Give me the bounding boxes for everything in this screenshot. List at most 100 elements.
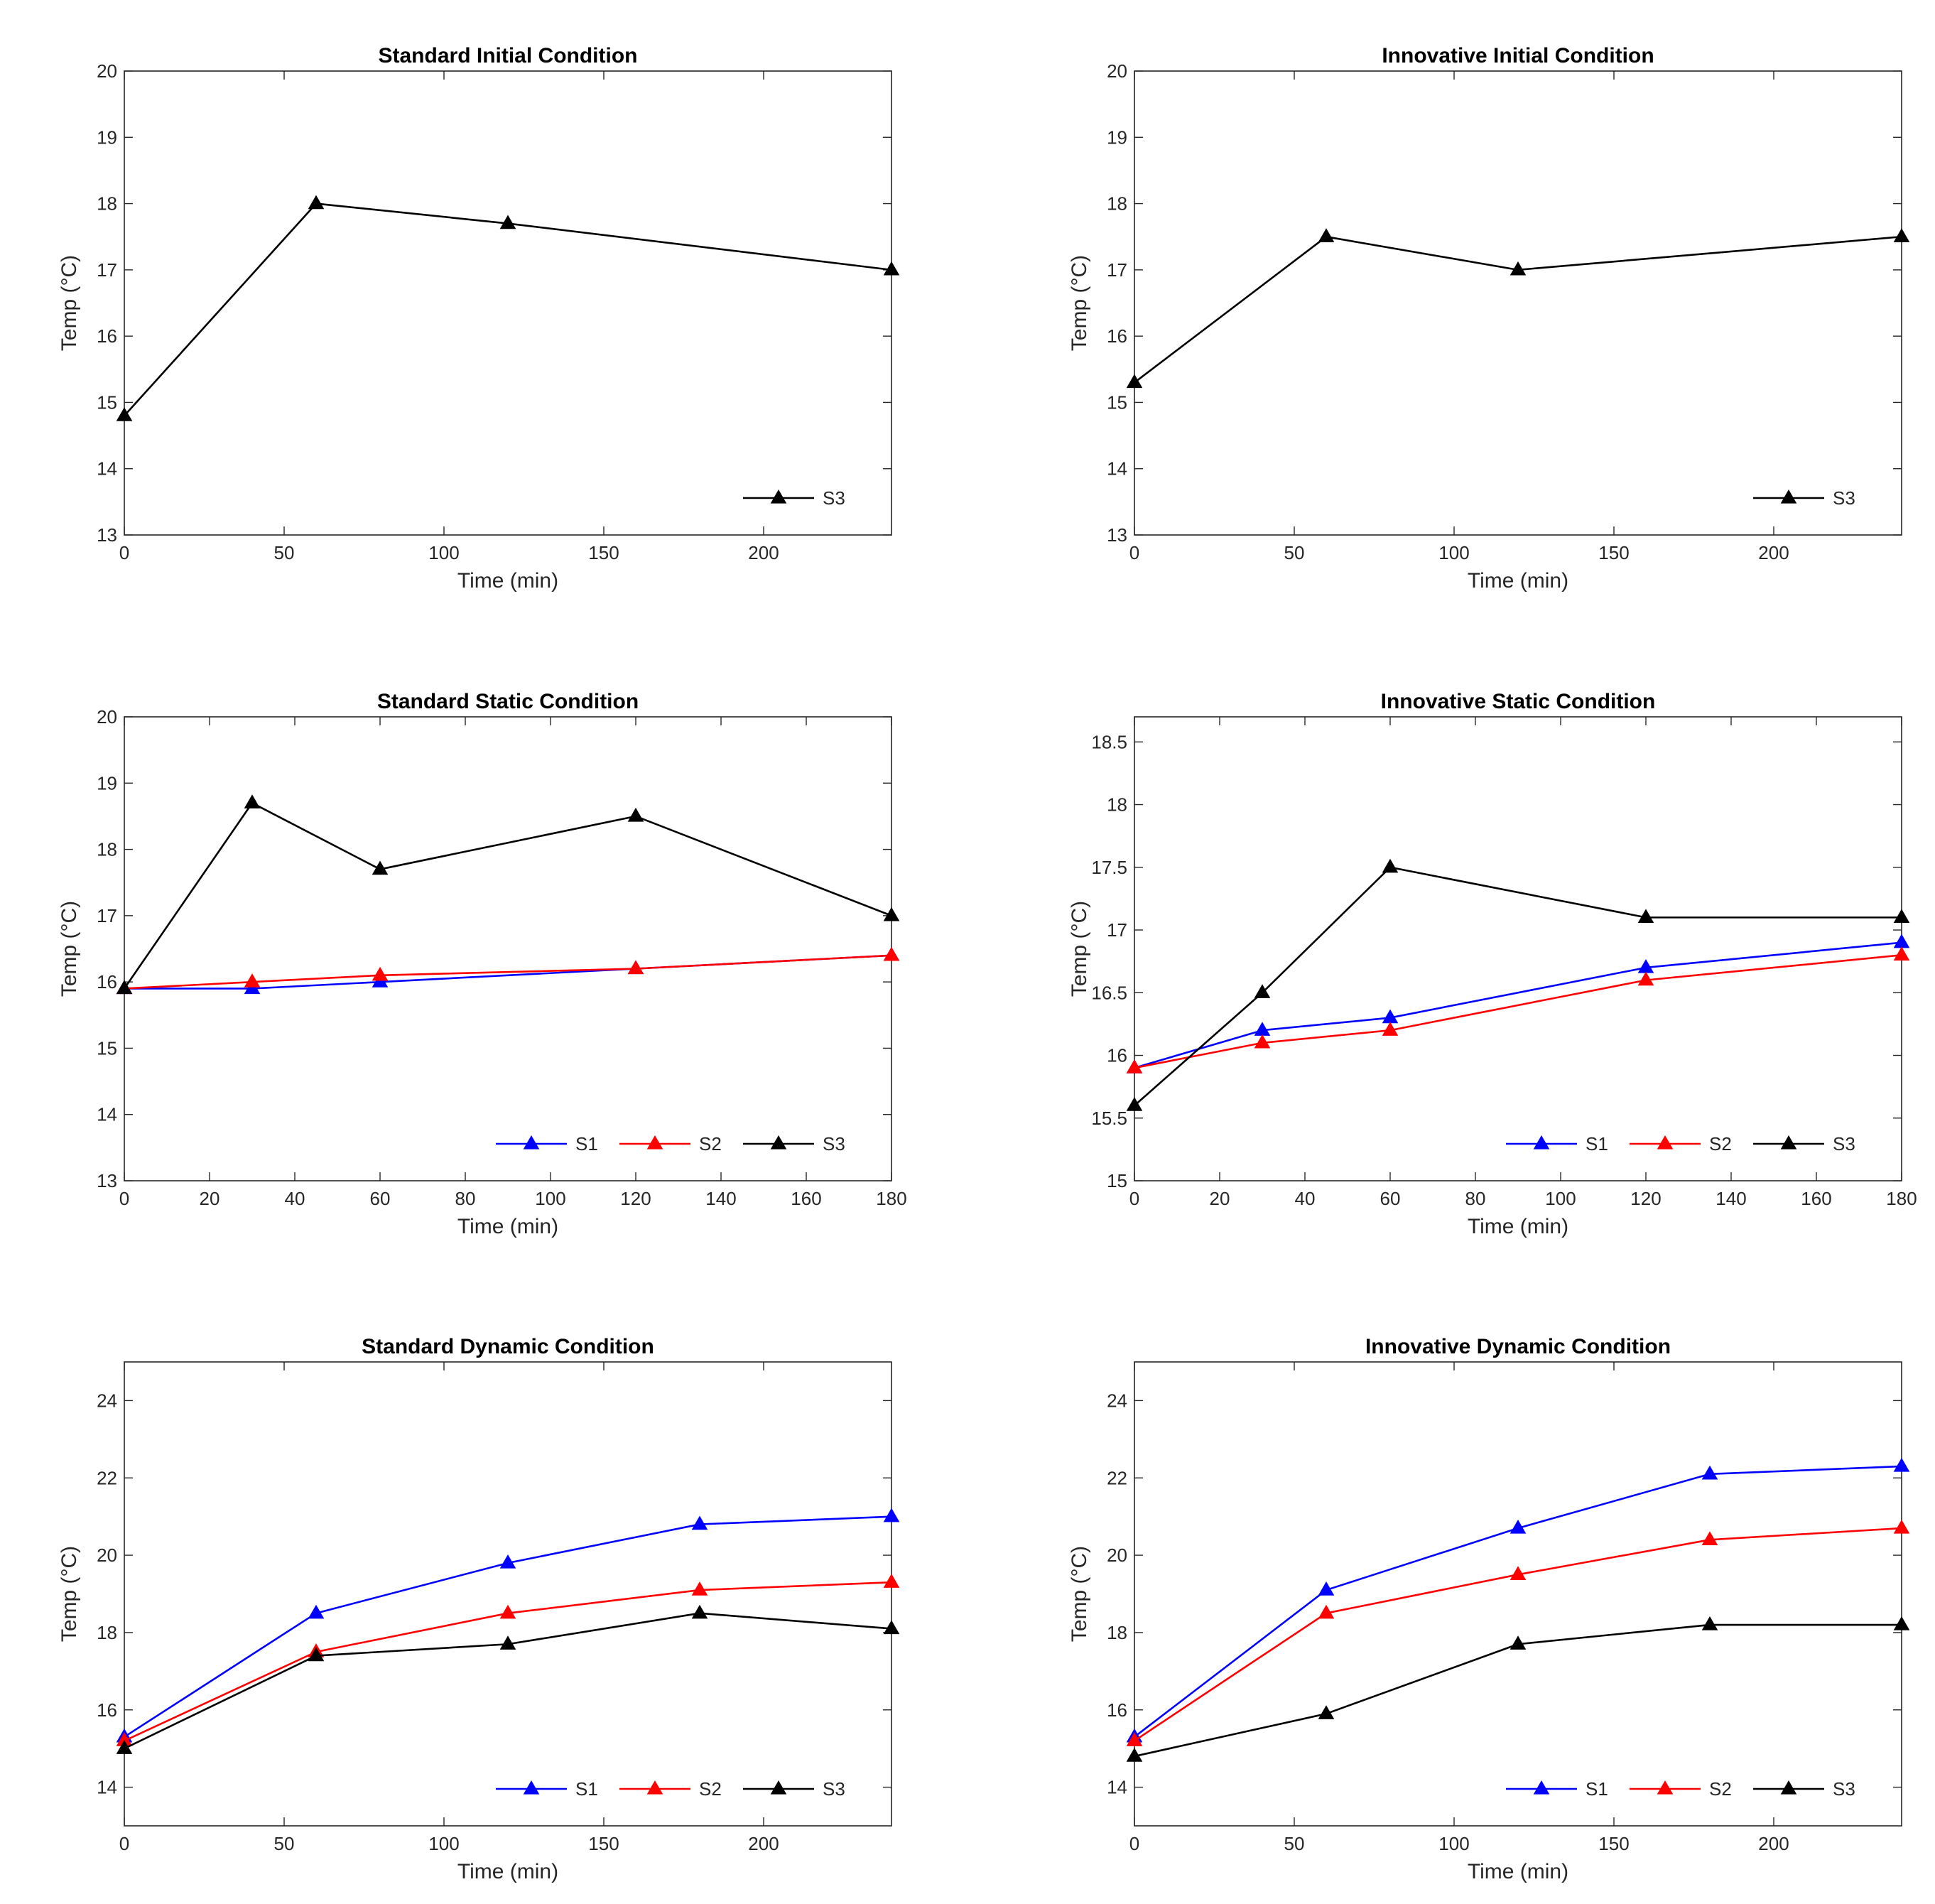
x-tick-label: 200: [1758, 542, 1789, 563]
plot-area: [1134, 1361, 1902, 1827]
x-tick-label: 100: [428, 542, 459, 563]
legend: S3: [743, 487, 845, 509]
legend-entry-s1: S1: [575, 1133, 598, 1154]
data-point-s3: [883, 261, 900, 276]
data-point-s3: [308, 1647, 325, 1662]
data-point-s3: [1126, 1748, 1143, 1762]
y-tick-label: 20: [97, 60, 117, 82]
data-point-s3: [1254, 984, 1271, 998]
data-point-s2: [1382, 1022, 1399, 1036]
legend-marker-s3: [1780, 1135, 1797, 1150]
legend-marker-s1: [523, 1135, 540, 1150]
data-point-s2: [1893, 946, 1910, 961]
data-point-s3: [1509, 261, 1527, 276]
x-tick-label: 140: [705, 1188, 736, 1209]
x-tick-label: 40: [1295, 1188, 1316, 1209]
data-point-s1: [1701, 1465, 1718, 1480]
data-point-s1: [1318, 1581, 1335, 1596]
y-tick-label: 19: [97, 772, 117, 794]
y-axis-label: Temp (°C): [58, 1546, 81, 1642]
y-tick-label: 15.5: [1091, 1108, 1127, 1129]
y-tick-label: 17.5: [1091, 857, 1127, 878]
panel-title: Standard Dynamic Condition: [362, 1335, 654, 1358]
y-tick-label: 16.5: [1091, 982, 1127, 1003]
data-point-s3: [1509, 1635, 1527, 1650]
data-point-s1: [1509, 1519, 1527, 1534]
y-tick-label: 14: [97, 1777, 117, 1798]
data-point-s3: [372, 860, 389, 875]
legend-marker-s3: [770, 1135, 787, 1150]
legend-entry-s3: S3: [823, 487, 845, 509]
y-tick-label: 18: [1107, 1622, 1127, 1643]
y-tick-label: 16: [1107, 325, 1127, 347]
data-point-s1: [499, 1554, 516, 1569]
legend-marker-s3: [770, 489, 787, 504]
data-point-s3: [883, 907, 900, 921]
data-point-s3: [1126, 1097, 1143, 1111]
data-point-s3: [883, 1620, 900, 1635]
panel-title: Standard Initial Condition: [379, 44, 638, 67]
x-tick-label: 0: [1129, 1188, 1139, 1209]
data-point-s3: [1893, 1616, 1910, 1630]
data-point-s3: [1893, 228, 1910, 242]
y-tick-label: 14: [1107, 1777, 1127, 1798]
y-tick-label: 17: [97, 259, 117, 281]
x-tick-label: 140: [1716, 1188, 1746, 1209]
x-axis-label: Time (min): [1468, 569, 1568, 593]
x-tick-label: 80: [1465, 1188, 1486, 1209]
panel-title: Innovative Dynamic Condition: [1365, 1335, 1671, 1358]
data-point-s3: [308, 195, 325, 210]
data-point-s3: [1382, 858, 1399, 873]
data-point-s3: [116, 407, 133, 421]
y-tick-label: 15: [1107, 1170, 1127, 1191]
y-axis-label: Temp (°C): [1068, 1546, 1091, 1642]
legend-marker-s1: [1533, 1780, 1550, 1795]
x-axis-label: Time (min): [457, 569, 558, 593]
data-point-s2: [499, 1604, 516, 1619]
y-tick-label: 18: [1107, 794, 1127, 816]
y-tick-label: 17: [97, 905, 117, 926]
plot-area: [1134, 70, 1902, 536]
data-point-s2: [1318, 1604, 1335, 1619]
x-tick-label: 50: [274, 1833, 295, 1854]
legend: S1 S2 S3: [496, 1778, 845, 1800]
x-tick-label: 0: [119, 1833, 129, 1854]
y-tick-label: 14: [1107, 458, 1127, 480]
x-tick-label: 0: [119, 542, 129, 563]
x-tick-label: 100: [535, 1188, 565, 1209]
panel-standard-static-condition: 0 20 40 60 80 100 120 140 160 180 13 14 15 16 17 18 19 20…: [58, 690, 907, 1238]
series-line-s3: [124, 202, 892, 416]
data-point-s3: [1637, 909, 1654, 924]
x-tick-label: 200: [748, 542, 779, 563]
data-point-s1: [883, 1508, 900, 1522]
data-point-s2: [1701, 1531, 1718, 1545]
x-tick-label: 50: [274, 542, 295, 563]
legend-entry-s3: S3: [1833, 487, 1855, 509]
legend-marker-s3: [1780, 1780, 1797, 1795]
y-tick-label: 20: [1107, 60, 1127, 82]
x-tick-label: 150: [588, 542, 619, 563]
y-tick-label: 16: [97, 1699, 117, 1721]
legend: S3: [1753, 487, 1855, 509]
x-tick-label: 160: [791, 1188, 821, 1209]
x-tick-label: 60: [370, 1188, 391, 1209]
data-point-s2: [1893, 1519, 1910, 1534]
y-tick-label: 16: [97, 325, 117, 347]
x-tick-label: 180: [1886, 1188, 1917, 1209]
y-tick-label: 19: [97, 126, 117, 148]
y-tick-label: 18: [97, 193, 117, 215]
legend-entry-s2: S2: [699, 1778, 722, 1800]
legend: S1 S2 S3: [496, 1133, 845, 1154]
x-axis-label: Time (min): [457, 1215, 558, 1238]
data-point-s2: [1509, 1566, 1527, 1580]
x-tick-label: 100: [1438, 542, 1469, 563]
x-tick-label: 100: [1545, 1188, 1576, 1209]
x-tick-label: 150: [588, 1833, 619, 1854]
x-tick-label: 100: [1438, 1833, 1469, 1854]
x-tick-label: 160: [1801, 1188, 1831, 1209]
x-tick-label: 20: [200, 1188, 220, 1209]
y-tick-label: 24: [97, 1390, 117, 1411]
data-point-s3: [1701, 1616, 1718, 1630]
data-point-s3: [244, 794, 261, 808]
y-axis-label: Temp (°C): [1068, 901, 1091, 997]
